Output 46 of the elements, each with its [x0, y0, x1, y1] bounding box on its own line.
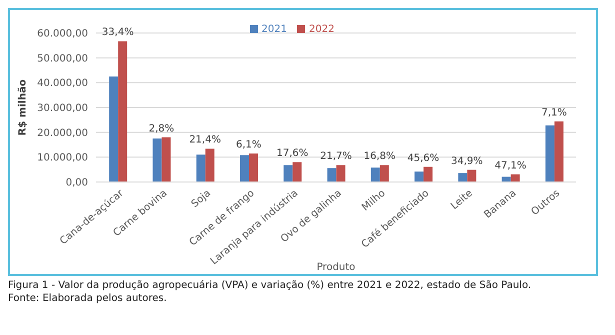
x-axis-title: Produto	[316, 262, 356, 273]
bar	[458, 173, 468, 182]
y-tick-label: 0,00	[66, 178, 88, 189]
bar	[336, 165, 346, 182]
y-tick-label: 30.000,00	[37, 103, 88, 114]
annotation: 33,4%	[102, 27, 134, 38]
annotation: 6,1%	[236, 139, 262, 150]
legend-label: 2022	[309, 24, 334, 35]
annotation: 17,6%	[276, 148, 308, 160]
bar	[510, 174, 520, 182]
bar	[205, 148, 214, 182]
annotation: 21,7%	[320, 151, 352, 162]
bar	[196, 154, 206, 182]
annotation: 7,1%	[541, 107, 567, 118]
bar	[284, 165, 293, 182]
annotation: 45,6%	[407, 152, 440, 164]
bar	[292, 162, 302, 182]
annotation: 21,4%	[189, 134, 221, 146]
bar	[327, 168, 336, 182]
bar	[545, 125, 554, 182]
legend-label: 2021	[262, 24, 287, 35]
annotation: 2,8%	[148, 123, 174, 134]
text: Figura 1 - Valor da produção agropecuária (VPA) e variação (%) entre 2021 e 2022, estado de São Paulo.	[8, 280, 532, 291]
y-axis-title: R$ milhão	[18, 79, 29, 136]
bar	[109, 76, 118, 182]
annotation: 34,9%	[451, 156, 483, 167]
bar	[554, 121, 564, 182]
y-tick-label: 10.000,00	[37, 152, 88, 164]
y-tick-label: 20.000,00	[37, 128, 88, 139]
source-note: Fonte: Elaborada pelos autores.	[8, 293, 168, 304]
bar	[467, 170, 476, 182]
bar	[240, 155, 249, 182]
bar	[249, 153, 258, 182]
bar	[424, 166, 433, 182]
bar	[162, 137, 171, 182]
bar	[152, 138, 162, 182]
bar	[370, 168, 380, 182]
bar	[118, 41, 128, 182]
bar	[414, 172, 424, 182]
bar	[380, 165, 389, 182]
y-tick-label: 50.000,00	[37, 53, 88, 64]
y-tick-label: 60.000,00	[37, 28, 88, 40]
annotation: 16,8%	[364, 151, 396, 162]
annotation: 47,1%	[494, 160, 526, 172]
y-tick-label: 40.000,00	[37, 78, 88, 90]
x-tick-label: Soja	[190, 188, 214, 210]
